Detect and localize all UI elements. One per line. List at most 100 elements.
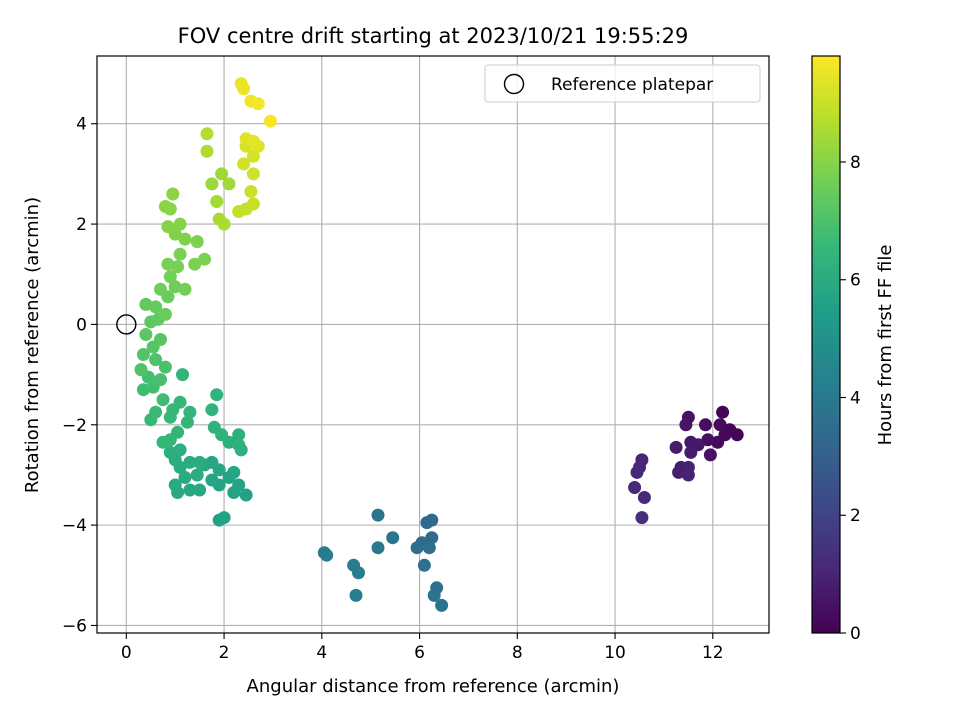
data-point: [154, 282, 167, 296]
x-tick-label: 12: [702, 643, 724, 663]
data-point: [178, 232, 192, 246]
data-point: [168, 478, 182, 492]
x-axis-label: Angular distance from reference (arcmin): [247, 676, 620, 697]
data-point: [134, 363, 148, 377]
x-tick-label: 10: [604, 643, 626, 663]
data-point: [173, 443, 187, 457]
y-axis-ticks: −6 −4 −2 0 2 4: [62, 115, 97, 636]
data-point: [207, 420, 221, 434]
data-point: [200, 144, 214, 158]
colorbar-tick-label: 4: [850, 388, 861, 408]
data-point: [180, 415, 194, 429]
data-point: [190, 235, 204, 249]
data-point: [149, 353, 163, 367]
colorbar-tick-label: 0: [850, 624, 861, 644]
data-point: [711, 435, 725, 449]
data-point: [246, 134, 260, 148]
data-point: [410, 541, 424, 555]
data-point: [422, 541, 436, 555]
y-tick-label: 2: [76, 215, 87, 235]
colorbar: [811, 55, 841, 634]
data-point: [183, 483, 197, 497]
data-point: [234, 443, 248, 457]
data-point: [237, 82, 251, 96]
data-point: [386, 531, 400, 545]
data-point: [190, 468, 204, 482]
data-point: [183, 455, 197, 469]
y-tick-label: 0: [76, 315, 87, 335]
data-point: [198, 252, 211, 266]
data-point: [237, 157, 251, 171]
x-axis-ticks: 0 2 4 6 8 10 12: [121, 633, 724, 663]
data-point: [136, 383, 150, 397]
data-point: [628, 481, 642, 494]
data-point: [251, 97, 265, 111]
legend-reference-marker: [503, 73, 525, 95]
data-point: [239, 488, 253, 502]
data-point: [193, 483, 207, 497]
legend: Reference platepar: [484, 64, 761, 103]
data-point: [215, 167, 229, 181]
plot-frame: [96, 55, 770, 634]
data-point: [178, 282, 192, 296]
data-point: [139, 328, 153, 341]
data-point: [217, 217, 231, 231]
data-point: [679, 418, 693, 432]
data-point: [163, 445, 177, 459]
data-point: [173, 247, 187, 261]
x-tick-label: 4: [316, 643, 327, 663]
data-point: [136, 348, 150, 361]
y-tick-label: −4: [62, 516, 87, 536]
data-point: [171, 260, 185, 274]
data-point: [703, 448, 717, 462]
data-point: [166, 187, 180, 201]
data-point: [352, 566, 365, 580]
data-point: [163, 410, 177, 424]
data-point: [635, 511, 649, 525]
data-point: [149, 300, 163, 314]
colorbar-tick-label: 2: [850, 506, 861, 526]
data-point: [246, 197, 260, 211]
data-point: [176, 368, 189, 382]
y-tick-label: 4: [76, 115, 87, 135]
legend-box: [484, 64, 761, 103]
colorbar-label: Hours from first FF file: [875, 245, 896, 446]
data-point: [730, 428, 744, 442]
data-point: [158, 307, 172, 321]
colorbar-tick-label: 8: [850, 153, 861, 173]
legend-reference-label: Reference platepar: [551, 75, 713, 95]
data-point: [684, 445, 698, 459]
x-tick-label: 2: [219, 643, 230, 663]
data-point: [699, 418, 712, 432]
data-point: [630, 465, 644, 479]
chart-title: FOV centre drift starting at 2023/10/21 …: [178, 24, 689, 48]
y-tick-label: −2: [62, 416, 87, 436]
data-point: [161, 220, 175, 234]
data-point: [244, 185, 258, 198]
data-point: [349, 588, 363, 602]
data-point: [425, 531, 439, 545]
data-point: [188, 257, 202, 271]
data-point: [205, 403, 219, 417]
data-point: [701, 433, 715, 447]
data-point: [681, 468, 695, 482]
data-point: [246, 149, 260, 163]
data-point: [168, 280, 182, 294]
data-point: [154, 373, 167, 387]
data-point: [716, 405, 730, 419]
x-tick-label: 0: [121, 643, 132, 663]
data-point: [163, 270, 177, 284]
data-point: [371, 541, 385, 555]
data-point: [371, 508, 385, 522]
reference-platepar-marker: [116, 314, 137, 335]
colorbar-ticks: 0 2 4 6 8: [840, 153, 861, 644]
data-point: [158, 200, 172, 213]
data-point: [210, 195, 224, 208]
data-point: [222, 177, 236, 191]
data-point: [227, 465, 241, 479]
data-point: [205, 177, 219, 191]
data-point: [193, 455, 207, 469]
data-point: [232, 478, 246, 492]
data-point: [210, 388, 224, 402]
data-point: [232, 428, 246, 442]
